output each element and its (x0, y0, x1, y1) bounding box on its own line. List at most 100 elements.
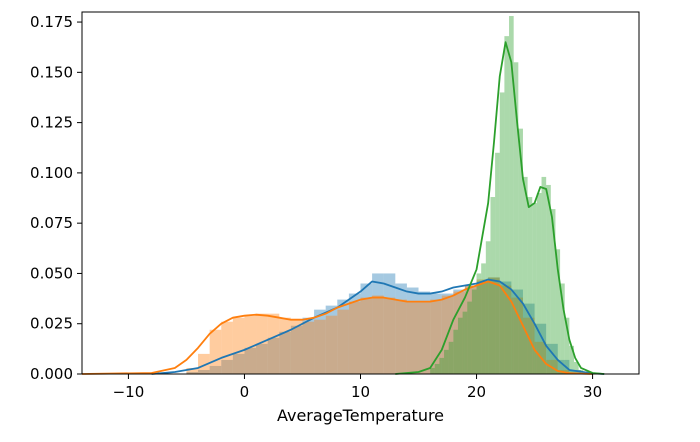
hist-bar (314, 309, 326, 374)
hist-bar (186, 371, 199, 374)
hist-bar (209, 365, 222, 374)
hist-bar (453, 289, 465, 374)
hist-bar (476, 279, 489, 374)
hist-bar (536, 193, 542, 374)
hist-bar (383, 273, 396, 374)
series-layer (81, 16, 605, 375)
hist-bar (430, 293, 442, 374)
hist-bar (430, 367, 435, 374)
hist-bar (279, 331, 291, 374)
hist-bar (256, 343, 268, 374)
hist-bar (221, 321, 233, 374)
hist-bar (488, 277, 500, 374)
hist-bar (534, 323, 547, 374)
hist-bar (546, 184, 551, 374)
hist-bar (406, 301, 419, 374)
hist-bar (511, 297, 523, 374)
hist-bar (462, 311, 468, 374)
hist-bar (439, 357, 445, 374)
hist-bar (444, 349, 449, 374)
hist-bar (337, 309, 349, 374)
x-tick-label: 10 (351, 383, 370, 401)
hist-bar (471, 289, 477, 374)
hist-bar (290, 325, 303, 374)
hist-bar (499, 281, 512, 374)
hist-bar (232, 317, 245, 374)
hist-bar (360, 283, 373, 374)
hist-bar (279, 317, 291, 374)
hist-bar (395, 299, 407, 374)
kde-line-series-2 (395, 41, 605, 375)
hist-bar (290, 319, 303, 374)
hist-bar (209, 329, 222, 374)
hist-bar (532, 203, 537, 374)
hist-bar (464, 285, 477, 374)
kde-line-series-0 (151, 278, 605, 375)
hist-bar (476, 273, 482, 374)
hist-bar (569, 369, 581, 374)
hist-bar (314, 319, 326, 374)
hist-bar (418, 301, 431, 374)
y-tick-label: 0.075 (30, 214, 73, 232)
hist-bar (546, 343, 558, 374)
y-tick-label: 0.125 (30, 114, 73, 132)
hist-bar (555, 249, 561, 374)
hist-bar (325, 305, 338, 374)
x-axis: −10 0 10 20 30 (113, 374, 602, 401)
hist-bar (406, 287, 419, 374)
hist-bar (453, 329, 458, 374)
hist-bar (418, 291, 431, 374)
hist-bar (569, 345, 575, 374)
hist-bar (448, 341, 454, 374)
hist-bar (348, 301, 361, 374)
histogram-series-2 (430, 16, 584, 375)
hist-bar (476, 281, 489, 374)
hist-bar (522, 317, 535, 374)
hist-bar (527, 197, 533, 374)
hist-bar (560, 283, 565, 374)
hist-bar (467, 301, 472, 374)
hist-bar (481, 263, 486, 374)
y-tick-label: 0.100 (30, 164, 73, 182)
hist-bar (485, 241, 491, 374)
x-axis-label: AverageTemperature (277, 406, 444, 425)
hist-bar (383, 297, 396, 374)
hist-bar (557, 359, 570, 374)
y-tick-label: 0.050 (30, 264, 73, 282)
hist-bar (504, 36, 510, 375)
hist-bar (186, 367, 199, 374)
hist-bar (360, 297, 373, 374)
hist-bar (495, 152, 500, 374)
hist-bar (256, 313, 268, 374)
hist-bar (488, 277, 500, 374)
hist-bar (267, 313, 280, 374)
hist-bar (513, 62, 519, 375)
y-tick-label: 0.175 (30, 13, 73, 31)
x-tick-label: 30 (583, 383, 602, 401)
hist-bar (434, 363, 440, 374)
x-tick-label: 0 (240, 383, 250, 401)
hist-bar (372, 273, 384, 374)
hist-bar (244, 347, 257, 374)
hist-bar (522, 176, 528, 374)
y-axis: 0.000 0.025 0.050 0.075 0.100 0.125 0.150 0.175 (30, 13, 82, 383)
hist-bar (302, 321, 315, 374)
hist-bar (221, 359, 233, 374)
y-tick-label: 0.000 (30, 365, 73, 383)
x-tick-label: 20 (467, 383, 486, 401)
hist-bar (564, 317, 570, 374)
kde-line-series-1 (81, 280, 593, 375)
hist-bar (511, 289, 523, 374)
hist-bar (337, 299, 349, 374)
hist-bar (509, 16, 514, 375)
hist-bar (518, 128, 523, 374)
hist-bar (267, 337, 280, 374)
hist-bar (430, 299, 442, 374)
hist-bar (499, 92, 505, 374)
hist-bar (464, 285, 477, 374)
hist-bar (574, 361, 579, 374)
hist-bar (348, 293, 361, 374)
hist-bar (244, 315, 257, 374)
hist-bar (550, 209, 556, 374)
hist-bar (541, 176, 547, 374)
